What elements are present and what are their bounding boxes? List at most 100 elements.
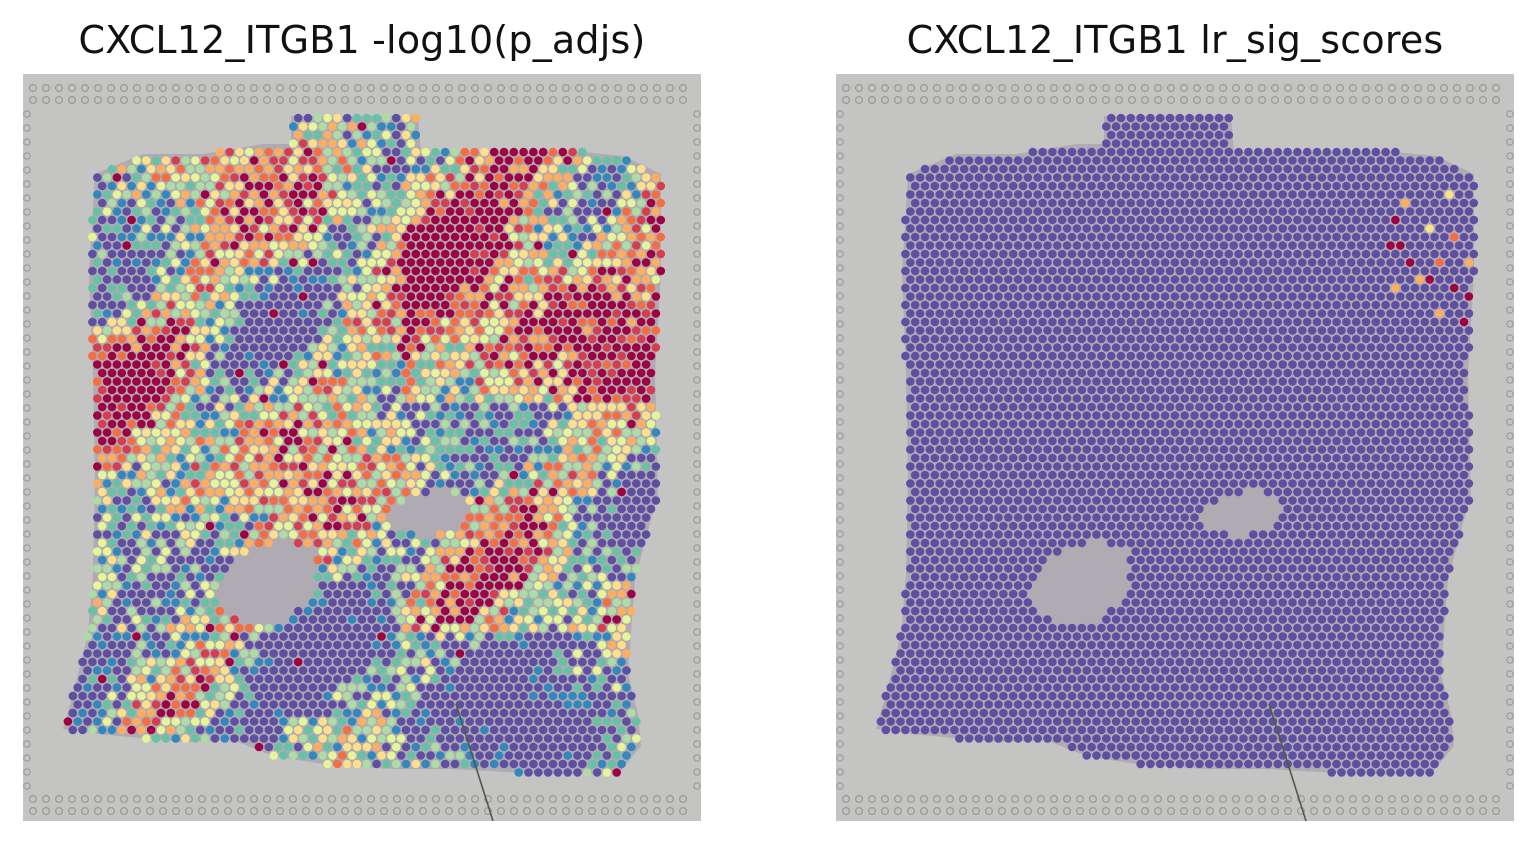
fiducial-dot — [210, 806, 220, 816]
spot — [303, 640, 313, 650]
spot — [382, 266, 391, 276]
fiducial-dot — [836, 446, 844, 454]
spot — [112, 530, 122, 539]
spot — [200, 224, 210, 233]
spot — [426, 734, 435, 743]
fiducial-dot — [1348, 794, 1358, 804]
spot — [122, 343, 131, 352]
spot — [303, 113, 313, 123]
spot — [112, 479, 122, 488]
fiducial-dot — [1309, 95, 1319, 105]
spot — [494, 547, 504, 556]
spot — [411, 674, 421, 684]
spot — [284, 334, 293, 344]
fiducial-dot — [836, 642, 844, 650]
spot — [279, 496, 288, 505]
spot — [455, 615, 465, 624]
spot — [1102, 139, 1111, 148]
spot — [514, 326, 523, 335]
fiducial-dot — [1506, 320, 1514, 328]
spot — [318, 122, 328, 131]
spot — [480, 674, 489, 684]
spot — [137, 470, 146, 480]
spot — [421, 147, 430, 157]
spot — [313, 419, 323, 429]
spot — [519, 606, 528, 616]
spot — [333, 249, 342, 259]
spot — [142, 309, 151, 318]
spot — [254, 147, 264, 157]
spot — [357, 173, 367, 182]
spot — [455, 479, 465, 488]
spot — [97, 181, 107, 191]
fiducial-dot — [693, 558, 701, 566]
spot — [391, 198, 401, 208]
spot — [230, 156, 239, 165]
spot — [205, 589, 215, 599]
spot — [1435, 156, 1444, 165]
spot — [524, 683, 533, 692]
spot — [254, 198, 264, 208]
spot — [166, 368, 176, 378]
spot — [519, 623, 528, 633]
spot — [1121, 190, 1131, 199]
spot — [352, 215, 362, 225]
spot — [117, 674, 127, 684]
spot — [357, 479, 367, 488]
fiducial-dot — [171, 83, 181, 93]
spot — [401, 589, 411, 599]
spot — [220, 394, 229, 403]
spot — [274, 402, 283, 412]
spot — [372, 606, 381, 616]
spot — [1043, 173, 1052, 182]
spot — [445, 377, 455, 386]
fiducial-dot — [906, 794, 916, 804]
spot — [470, 334, 479, 344]
spot — [156, 334, 166, 344]
spot — [210, 377, 220, 386]
spot — [440, 402, 450, 412]
spot — [298, 122, 308, 131]
fiducial-dot — [1270, 794, 1280, 804]
spot — [235, 317, 244, 327]
spot — [191, 207, 200, 216]
spot — [1283, 147, 1292, 157]
spot — [146, 300, 156, 310]
spot — [1376, 156, 1385, 165]
spot — [627, 419, 636, 429]
spot — [587, 215, 597, 225]
spot — [347, 462, 357, 471]
fiducial-dot — [1153, 794, 1163, 804]
spot — [161, 547, 171, 556]
spot — [509, 606, 519, 616]
spot — [1180, 190, 1189, 199]
spot — [602, 632, 612, 641]
spot — [641, 258, 651, 267]
spot — [293, 538, 303, 548]
spot — [411, 147, 421, 157]
spot — [480, 283, 489, 293]
spot — [215, 623, 225, 633]
spot — [475, 581, 484, 590]
spot — [406, 377, 416, 386]
spot — [323, 436, 332, 446]
spot — [499, 232, 509, 242]
spot — [289, 615, 298, 624]
spot — [93, 513, 102, 522]
spot — [436, 530, 445, 539]
fiducial-dot — [836, 194, 844, 202]
spot — [1234, 147, 1243, 157]
spot — [323, 368, 332, 378]
spot — [573, 700, 582, 709]
fiducial-dot — [54, 794, 64, 804]
spot — [382, 198, 391, 208]
spot — [391, 164, 401, 174]
spot — [308, 173, 318, 182]
spot — [377, 224, 386, 233]
spot — [166, 691, 176, 701]
spot — [269, 632, 278, 641]
spot — [382, 419, 391, 429]
spot — [543, 751, 553, 760]
spot — [191, 326, 200, 335]
spot — [1386, 173, 1395, 182]
